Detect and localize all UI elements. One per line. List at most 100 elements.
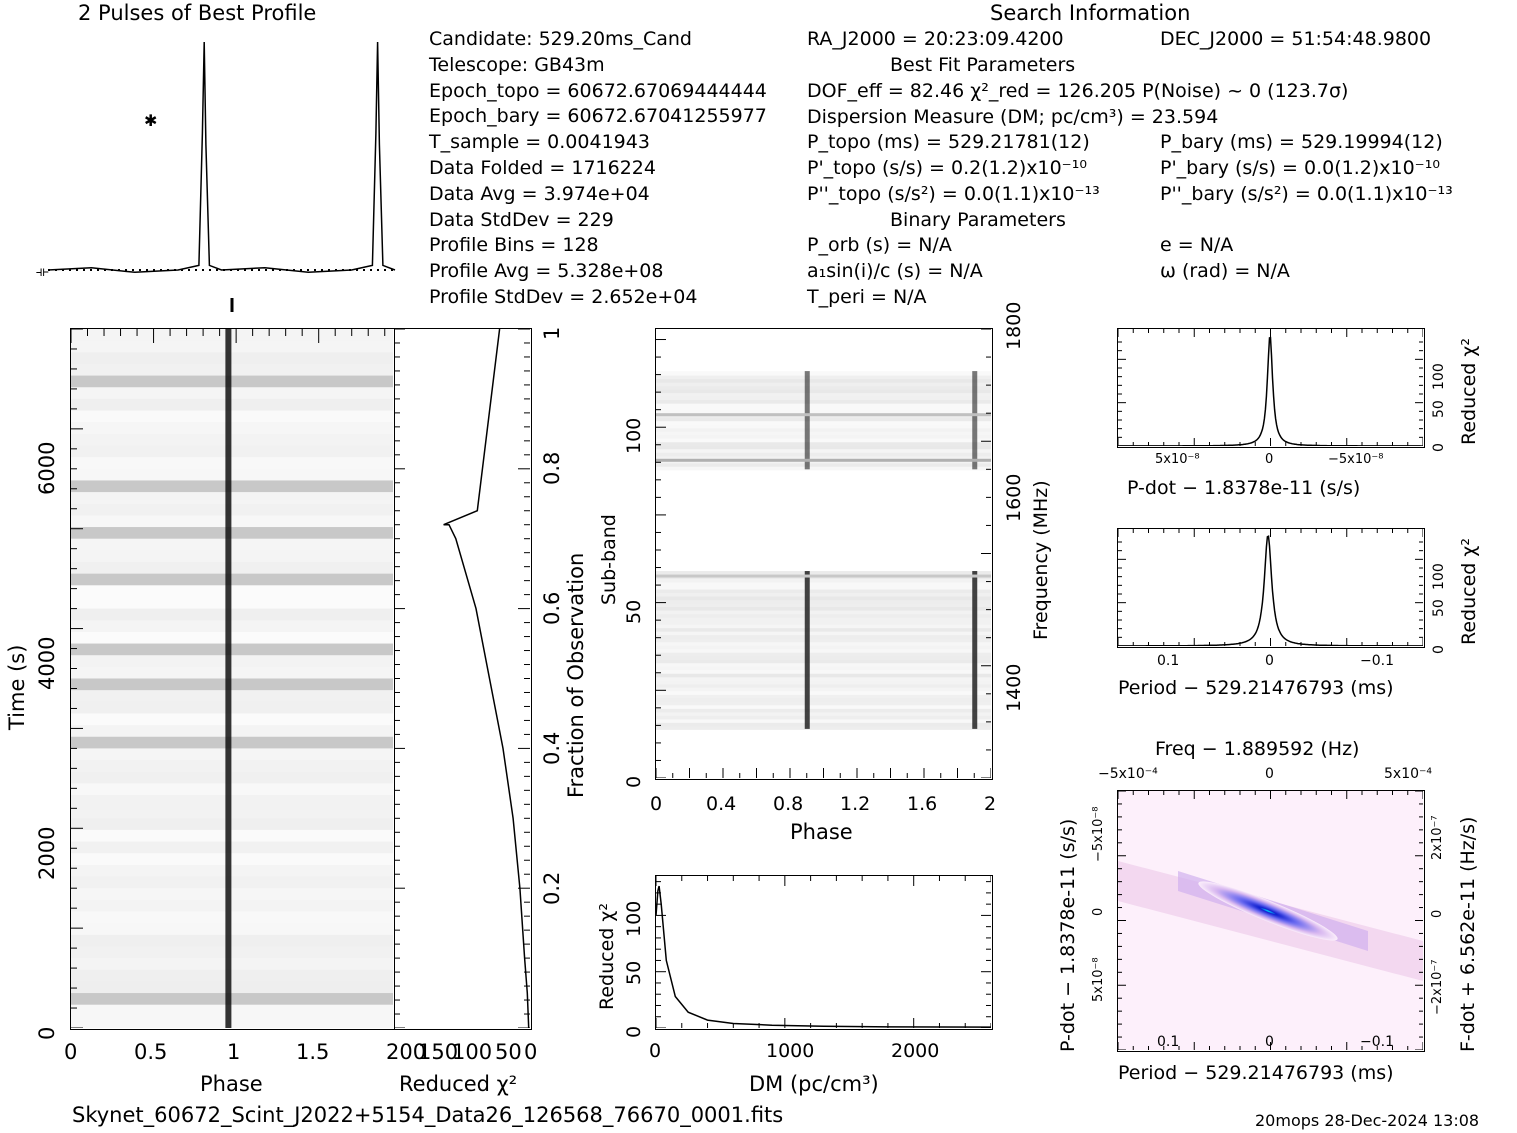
sb-row — [656, 665, 991, 671]
pc-xtick-2: −0.1 — [1360, 653, 1394, 669]
sb-row — [656, 451, 991, 457]
tp-row — [71, 1016, 393, 1028]
info_col3-line-2: P'_bary (s/s) = 0.0(1.2)x10⁻¹⁰ — [1160, 157, 1440, 179]
sb-row — [656, 620, 991, 625]
info_col1-line-2: Epoch_topo = 60672.67069444444 — [429, 79, 767, 102]
sb-row — [656, 700, 991, 706]
tp-row — [71, 876, 393, 890]
sb-row — [656, 658, 991, 664]
tp-canvas — [71, 329, 393, 1028]
sb-row — [656, 683, 991, 688]
info_col3-line-1: P_bary (ms) = 529.19994(12) — [1160, 131, 1443, 153]
sb-row — [656, 371, 991, 376]
tc-xtick-0: 200 — [386, 1040, 427, 1064]
tp-row — [71, 841, 393, 855]
info_col2-line-6: P_orb (s) = N/A — [807, 234, 952, 256]
tp-row — [71, 329, 393, 342]
tp-row — [71, 340, 393, 354]
search-info-title: Search Information — [990, 1, 1191, 25]
pc-xtick-1: 0 — [1265, 653, 1274, 669]
sb-row — [656, 392, 991, 397]
sb-y2tick-0: 1400 — [1003, 663, 1025, 712]
tp-row — [71, 468, 393, 482]
time-phase-heatmap — [70, 328, 395, 1030]
info_col2-line-2: Dispersion Measure (DM; pc/cm³) = 23.594 — [807, 106, 1219, 128]
sb-row — [656, 718, 991, 723]
pp-ytick-1: 0 — [1091, 907, 1106, 916]
pc-ylabel: Reduced χ² — [1458, 538, 1480, 645]
tp-row — [71, 946, 393, 960]
sb-row — [656, 693, 991, 699]
tp-row — [71, 690, 393, 703]
sb-y2tick-2: 1800 — [1003, 301, 1025, 350]
sb-row — [656, 686, 991, 692]
info_col2-line-4: P'_topo (s/s) = 0.2(1.2)x10⁻¹⁰ — [807, 157, 1087, 179]
sb-row — [656, 676, 991, 681]
sb-row — [656, 448, 991, 453]
tc-xtick-4: 0 — [524, 1040, 538, 1064]
sb-row — [656, 602, 991, 608]
tp-row — [71, 713, 393, 727]
sb-dark-row — [656, 574, 991, 578]
sb-row — [656, 409, 991, 415]
tp-row — [71, 655, 393, 668]
sb-row — [656, 423, 991, 429]
tp-row — [71, 760, 393, 773]
sb-row — [656, 430, 991, 436]
tc-ytick-2: 0.6 — [540, 591, 564, 625]
tp-row — [71, 969, 393, 983]
dm-ylabel: Reduced χ² — [596, 903, 618, 1010]
period-chi2-plot — [1117, 528, 1425, 648]
info_col1-line-6: Data Avg = 3.974e+04 — [429, 182, 650, 205]
pd-ylabel: Reduced χ² — [1458, 338, 1480, 445]
best-fit-title: Best Fit Parameters — [890, 54, 1076, 76]
sb-xtick-2: 0.8 — [773, 793, 804, 815]
tc-canvas — [395, 329, 530, 1028]
tp-row — [71, 993, 393, 1006]
pd-line — [1118, 336, 1423, 446]
tp-row — [71, 1004, 393, 1018]
tp-row — [71, 736, 393, 750]
tp-xtick-2: 1 — [227, 1040, 241, 1064]
tp-row — [71, 375, 393, 389]
profile-line — [47, 41, 396, 274]
tp-row — [71, 596, 393, 610]
tp-row — [71, 806, 393, 820]
pc-ytick-0: 0 — [1431, 645, 1447, 654]
sb-row — [656, 455, 991, 460]
sb-row — [656, 637, 991, 643]
info_col1-line-3: Epoch_bary = 60672.67041255977 — [429, 105, 767, 128]
tp-row — [71, 958, 393, 971]
tp-xtick-1: 0.5 — [134, 1040, 168, 1064]
sb-row — [656, 613, 991, 618]
sb-ylabel: Sub-band — [598, 514, 620, 605]
tp-row — [71, 445, 393, 459]
tp-row — [71, 608, 393, 622]
sb-canvas — [656, 329, 991, 778]
sb-xtick-3: 1.2 — [840, 793, 871, 815]
tc-ytick-4: 1 — [540, 326, 564, 340]
sb-row — [656, 644, 991, 650]
sb-row — [656, 395, 991, 401]
sb-row — [656, 444, 991, 450]
sb-row — [656, 627, 991, 632]
sb-row — [656, 679, 991, 685]
tp-row — [71, 352, 393, 365]
tp-row — [71, 562, 393, 575]
dm-xtick-0: 0 — [649, 1040, 662, 1062]
sb-row — [656, 630, 991, 636]
tp-row — [71, 585, 393, 598]
tp-row — [71, 631, 393, 645]
dm-ytick-1: 50 — [623, 960, 645, 985]
pp-ytick-2: 5x10⁻⁸ — [1091, 957, 1106, 1002]
sb-row — [656, 672, 991, 678]
profile-errorbar-icon: ⟛ — [36, 264, 49, 280]
sb-xtick-1: 0.4 — [706, 793, 737, 815]
tp-ytick-0: 0 — [35, 1026, 59, 1040]
info_col1-line-1: Telescope: GB43m — [429, 53, 605, 76]
dm-xtick-2: 2000 — [891, 1040, 940, 1062]
info_col2-line-1: DOF_eff = 82.46 χ²_red = 126.205 P(Noise… — [807, 80, 1349, 102]
tp-row — [71, 795, 393, 808]
sb-row — [656, 721, 991, 727]
tp-pulse-0 — [225, 329, 232, 1028]
